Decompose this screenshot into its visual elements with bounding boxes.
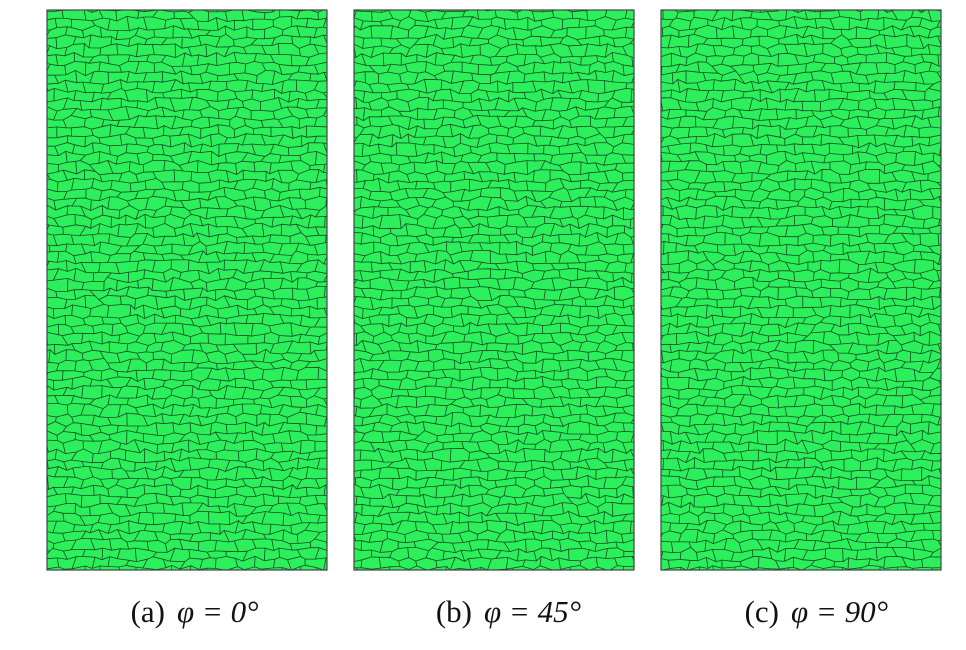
panel-label: (c) <box>745 594 779 629</box>
panel-border <box>46 9 328 571</box>
panel-border <box>660 9 942 571</box>
panel-fill <box>354 10 634 570</box>
mesh-edges <box>661 10 941 570</box>
panel-angle: φ = 0° <box>177 594 258 629</box>
panel-border <box>353 9 635 571</box>
mesh-panel <box>354 10 634 570</box>
panel-label: (a) <box>131 594 165 629</box>
panel-fill <box>661 10 941 570</box>
mesh-panel <box>661 10 941 570</box>
mesh-panel <box>47 10 327 570</box>
panel-angle: φ = 45° <box>484 594 581 629</box>
panel-angle: φ = 90° <box>791 594 888 629</box>
panel-label: (b) <box>436 594 472 629</box>
mesh-edges <box>47 10 327 570</box>
mesh-edges <box>354 10 634 570</box>
